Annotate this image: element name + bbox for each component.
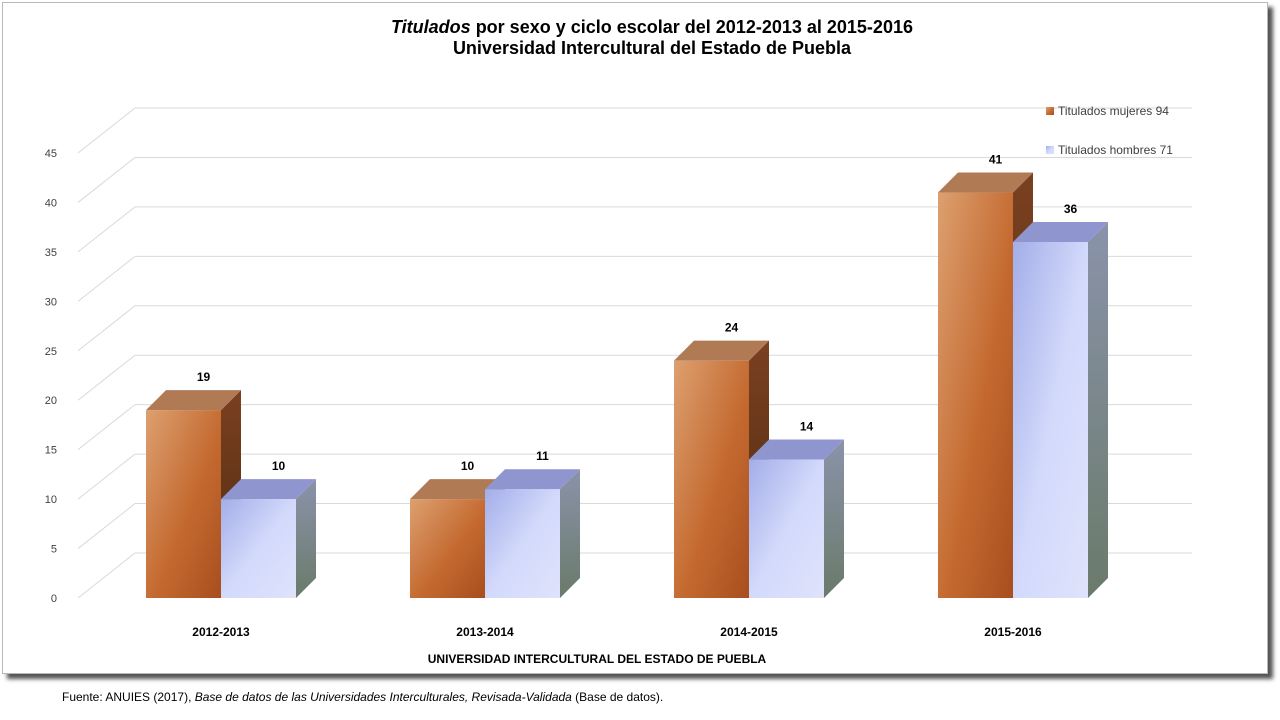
grid-diagonal	[77, 305, 136, 352]
x-axis-ticks: 2012-2013 2013-2014 2014-2015 2015-2016	[192, 625, 1042, 639]
bar-mujeres	[674, 340, 769, 598]
data-label: 14	[800, 420, 814, 434]
chart-subtitle: Universidad Intercultural del Estado de …	[453, 38, 852, 58]
bar-top	[410, 479, 505, 500]
legend: Titulados mujeres 94 Titulados hombres 7…	[1046, 104, 1173, 157]
source-note: Fuente: ANUIES (2017), Base de datos de …	[62, 690, 663, 704]
bars	[146, 172, 1108, 599]
grid-diagonal	[77, 503, 136, 549]
grid-diagonal	[77, 453, 136, 500]
x-tick-label: 2015-2016	[984, 625, 1042, 639]
y-tick-label: 35	[45, 247, 57, 259]
y-tick-label: 0	[51, 593, 57, 605]
grid-diagonal	[77, 552, 136, 599]
data-label: 10	[461, 459, 475, 473]
bar-front	[749, 459, 824, 598]
bar-top	[749, 439, 844, 460]
chart-title-rest: por sexo y ciclo escolar del 2012-2013 a…	[471, 17, 913, 37]
bar-top	[485, 469, 580, 490]
grid-diagonal	[77, 157, 136, 203]
legend-label-mujeres: Titulados mujeres 94	[1058, 104, 1169, 118]
source-suffix: (Base de datos).	[571, 690, 664, 704]
data-label: 36	[1064, 202, 1078, 216]
source-italic: Base de datos de las Universidades Inter…	[194, 690, 572, 704]
y-tick-label: 15	[45, 445, 57, 457]
bar-front	[221, 499, 296, 598]
grid-diagonal	[77, 404, 136, 451]
y-axis-ticks: 0 5 10 15 20 25 30 35 40 45	[45, 148, 57, 605]
grid-diagonal	[77, 354, 136, 401]
grid-diagonal	[77, 107, 136, 154]
bar-hombres	[749, 439, 844, 598]
bar-side	[1088, 222, 1108, 598]
grid-diagonal	[77, 206, 136, 253]
bar-side	[824, 439, 844, 598]
bar-top	[1013, 222, 1108, 242]
y-tick-label: 25	[45, 346, 57, 358]
x-tick-label: 2012-2013	[192, 625, 250, 639]
bar-front	[938, 192, 1013, 599]
bar-hombres	[485, 469, 580, 598]
y-tick-label: 10	[45, 494, 57, 506]
bar-front	[1013, 242, 1088, 598]
bar-front	[410, 499, 485, 598]
data-label: 41	[989, 153, 1003, 167]
legend-swatch-hombres	[1046, 146, 1054, 154]
data-label: 24	[725, 321, 739, 335]
bar-top	[221, 479, 316, 500]
source-prefix: Fuente: ANUIES (2017),	[62, 690, 195, 704]
bar-front	[485, 489, 560, 598]
data-label: 11	[536, 449, 549, 463]
chart-title-italic: Titulados	[391, 17, 471, 37]
data-label: 10	[272, 459, 286, 473]
data-labels: 19 10 10 11 24 14 41 36	[197, 153, 1078, 474]
bar-top	[938, 172, 1033, 193]
bar-front	[674, 360, 749, 598]
chart-title: Titulados por sexo y ciclo escolar del 2…	[391, 17, 913, 37]
legend-swatch-mujeres	[1046, 107, 1054, 115]
y-tick-label: 5	[51, 544, 57, 556]
y-tick-label: 40	[45, 197, 57, 209]
bar-side	[296, 479, 316, 598]
y-tick-label: 20	[45, 395, 57, 407]
data-label: 19	[197, 370, 211, 384]
x-axis-label: UNIVERSIDAD INTERCULTURAL DEL ESTADO DE …	[428, 652, 767, 666]
bar-front	[146, 410, 221, 598]
x-tick-label: 2013-2014	[456, 625, 514, 639]
legend-label-hombres: Titulados hombres 71	[1058, 143, 1173, 157]
bar-side	[560, 469, 580, 598]
bar-hombres	[1013, 222, 1108, 598]
bar-top	[674, 340, 769, 361]
bar-top	[146, 390, 241, 411]
y-tick-label: 45	[45, 148, 57, 160]
y-tick-label: 30	[45, 296, 57, 308]
grid-diagonal	[77, 255, 136, 302]
bar-hombres	[221, 479, 316, 598]
x-tick-label: 2014-2015	[720, 625, 778, 639]
